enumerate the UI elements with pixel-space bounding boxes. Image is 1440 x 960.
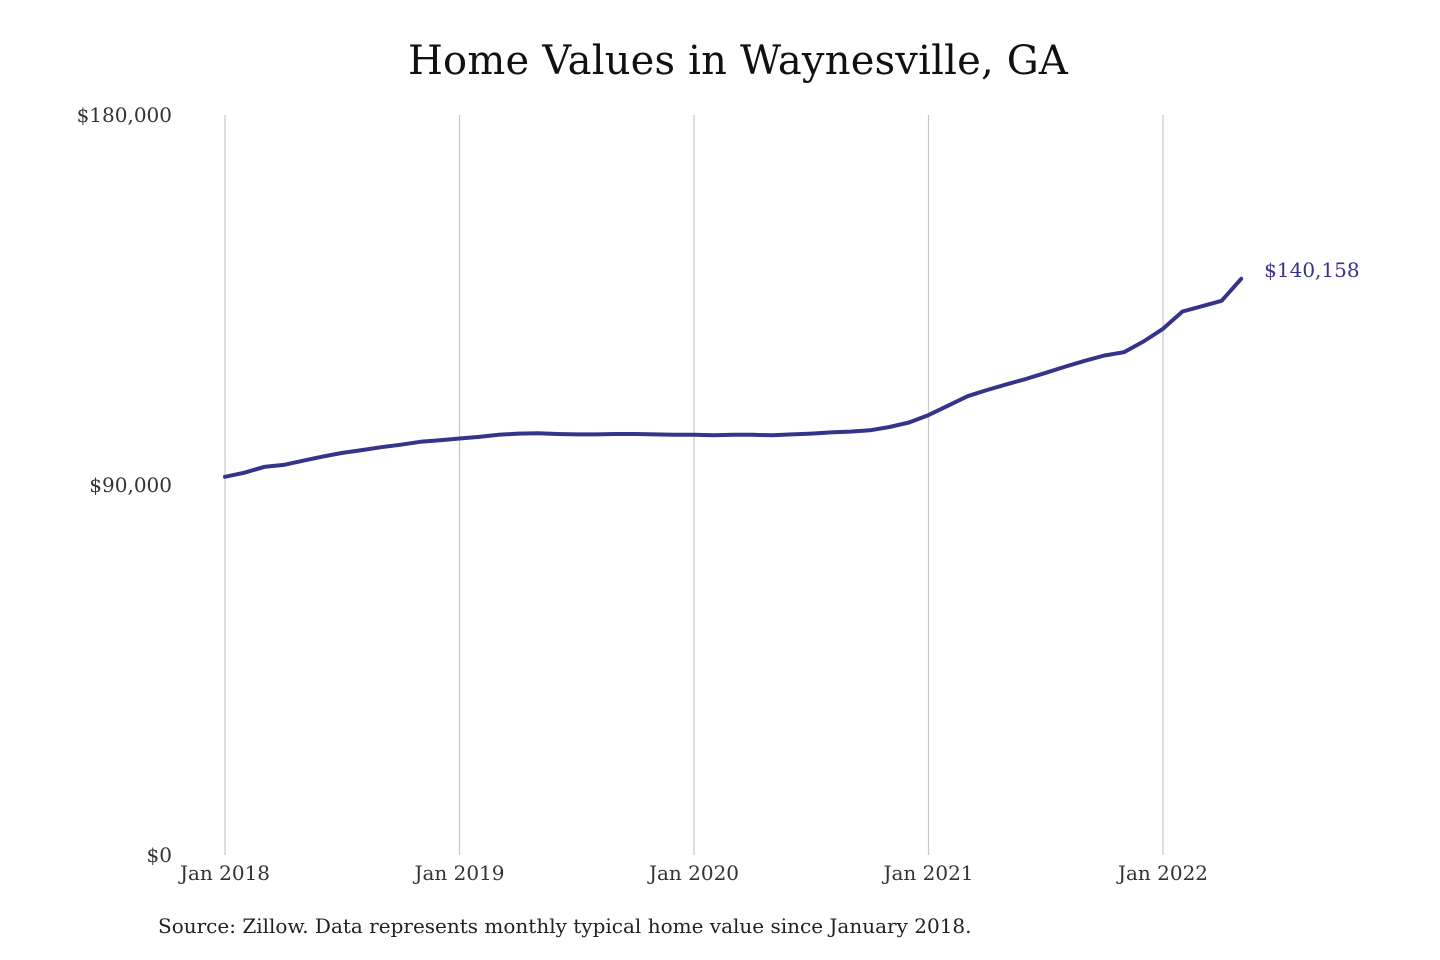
x-tick-label: Jan 2022 xyxy=(1116,861,1208,885)
source-note: Source: Zillow. Data represents monthly … xyxy=(158,914,972,938)
x-axis-tick-labels: Jan 2018 Jan 2019 Jan 2020 Jan 2021 Jan 2022 xyxy=(178,861,1208,885)
y-tick-label: $90,000 xyxy=(89,473,172,497)
series-line xyxy=(223,276,1244,479)
series-layer xyxy=(223,276,1244,479)
x-tick-label: Jan 2018 xyxy=(178,861,270,885)
x-tick-label: Jan 2021 xyxy=(881,861,973,885)
x-tick-label: Jan 2020 xyxy=(647,861,739,885)
x-tick-label: Jan 2019 xyxy=(412,861,504,885)
end-value-label: $140,158 xyxy=(1264,258,1359,282)
gridlines xyxy=(224,115,1164,855)
y-axis-tick-labels: $0 $90,000 $180,000 xyxy=(77,103,172,867)
y-tick-label: $0 xyxy=(147,843,172,867)
end-label-layer: $140,158 xyxy=(1264,258,1359,282)
y-tick-label: $180,000 xyxy=(77,103,172,127)
chart-title: Home Values in Waynesville, GA xyxy=(407,38,1069,84)
